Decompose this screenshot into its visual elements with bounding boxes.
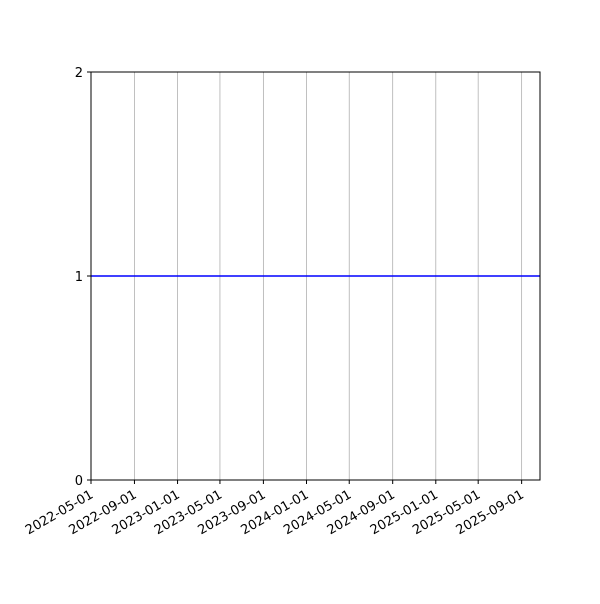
- y-tick-label: 0: [75, 474, 83, 489]
- y-tick-label: 2: [75, 66, 83, 81]
- y-tick-label: 1: [75, 270, 83, 285]
- y-axis: 0 1 2: [75, 66, 91, 489]
- x-axis: 2022-05-012022-09-012023-01-012023-05-01…: [23, 480, 527, 538]
